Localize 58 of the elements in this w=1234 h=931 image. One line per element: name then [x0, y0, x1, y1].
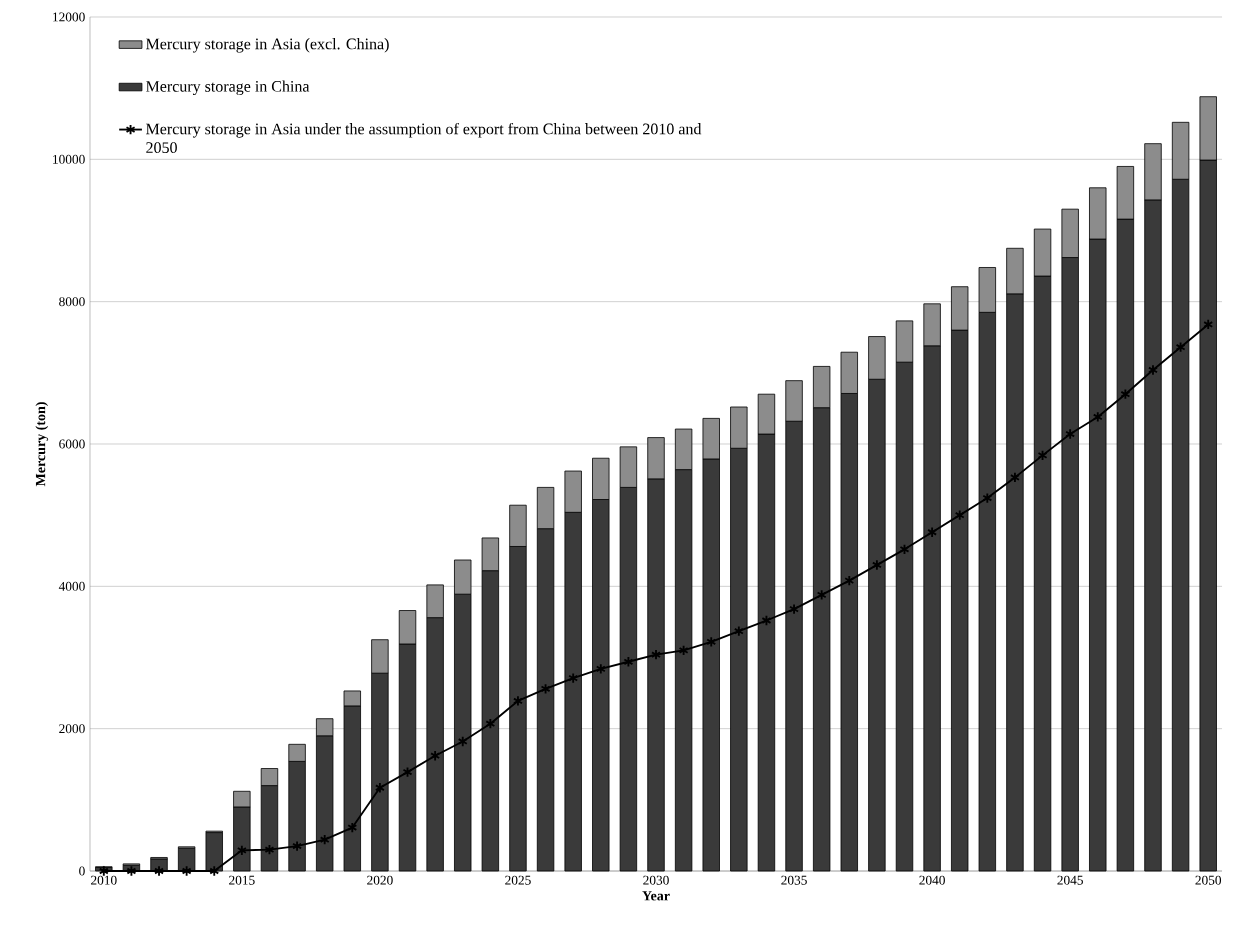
point	[540, 683, 551, 695]
point	[154, 865, 165, 877]
point	[954, 509, 965, 521]
point	[1065, 428, 1076, 440]
point	[1148, 364, 1158, 376]
y-tick-label: 12000	[53, 12, 85, 22]
point	[512, 695, 523, 707]
point	[264, 844, 275, 856]
point	[430, 750, 441, 762]
point	[899, 543, 910, 555]
point	[126, 865, 137, 877]
point	[761, 614, 772, 627]
point	[816, 589, 827, 601]
y-tick-label: 4000	[58, 581, 85, 591]
y-tick-label: 6000	[59, 439, 85, 449]
point	[651, 649, 661, 661]
point	[402, 766, 413, 778]
legend-label: Mercury storage in Asia (excl. China)	[146, 38, 389, 53]
point	[871, 559, 882, 571]
x-tick-label: 2050	[1195, 875, 1222, 885]
y-tick-label: 0	[79, 866, 85, 876]
point	[1175, 341, 1186, 353]
point	[733, 625, 744, 637]
point	[844, 575, 855, 587]
y-tick-label: 8000	[59, 297, 85, 307]
point	[209, 865, 220, 877]
y-axis-title: Mercury (ton)	[35, 402, 49, 487]
y-tick-label: 2000	[59, 724, 85, 734]
point	[1092, 411, 1103, 423]
point	[485, 718, 496, 730]
x-tick-label: 2045	[1057, 875, 1083, 885]
point	[1037, 449, 1048, 461]
x-tick-label: 2025	[505, 875, 531, 885]
point	[789, 603, 800, 615]
point	[292, 840, 303, 852]
legend-label: Mercury storage in Asia under the assumption of export from China between 2010 and 2050	[146, 122, 702, 154]
point	[678, 644, 689, 656]
point	[236, 844, 247, 856]
point	[595, 663, 606, 675]
x-tick-label: 2010	[91, 875, 117, 885]
legend-label: Mercury storage in China	[146, 80, 310, 96]
point	[568, 672, 579, 684]
point	[374, 782, 385, 794]
point	[623, 656, 634, 668]
x-tick-label: 2030	[643, 875, 669, 885]
x-tick-label: 2020	[367, 875, 393, 885]
point	[706, 636, 717, 648]
point	[181, 865, 192, 877]
x-tick-label: 2035	[781, 875, 807, 885]
point	[927, 526, 938, 538]
point	[1120, 388, 1131, 400]
point	[982, 492, 993, 504]
x-tick-label: 2015	[229, 875, 255, 885]
y-tick-label: 10000	[53, 154, 85, 164]
point	[319, 834, 330, 846]
point	[457, 735, 468, 748]
x-tick-label: 2040	[919, 875, 945, 885]
x-axis-title: Year	[642, 891, 670, 901]
